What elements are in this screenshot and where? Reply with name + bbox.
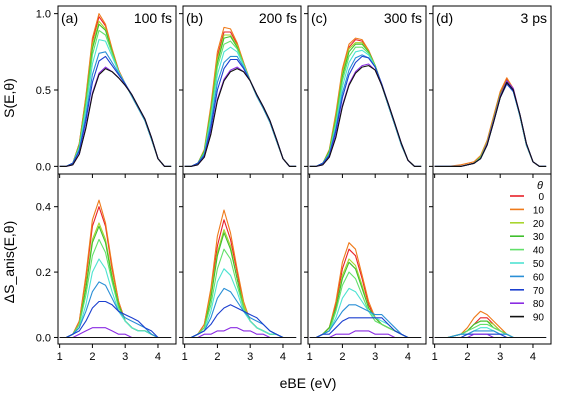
x-tick-label: 4 [405, 351, 411, 363]
series-line-70 [59, 300, 172, 339]
top-row-y-axis-label: S(E,θ) [1, 78, 17, 118]
panel-top-2: (b) 200 fs [179, 5, 302, 178]
series-line-70 [184, 304, 297, 339]
panel-delay-label: 200 fs [259, 10, 297, 26]
legend-label-40: 40 [533, 246, 545, 257]
x-axis-label: eBE (eV) [280, 375, 337, 391]
series-line-0 [59, 16, 172, 167]
series-line-90 [59, 68, 172, 167]
series-line-0 [184, 219, 297, 339]
panel-frame [182, 5, 302, 175]
series-line-40 [309, 271, 422, 339]
panel-bottom-3: 1 2 3 4 [304, 173, 427, 363]
panel-top-4: (d) 3 ps [429, 5, 552, 178]
x-tick-label: 3 [497, 351, 503, 363]
panel-top-1: 0.0 0.5 1.0 (a) 100 fs [36, 5, 177, 178]
series-line-80 [184, 66, 297, 167]
x-tick-label: 3 [247, 351, 253, 363]
series-line-20 [309, 42, 422, 167]
panel-bottom-1: 1 2 3 4 0.0 0.2 0.4 [36, 173, 177, 363]
panels-layer: 0.0 0.5 1.0 (a) 100 fs (b) 200 fs (c) 300 fs (d) 3… [36, 5, 552, 363]
series-line-10 [184, 26, 297, 167]
y-tick-label: 0.5 [36, 85, 51, 97]
series-line-30 [309, 261, 422, 339]
x-tick-label: 1 [432, 351, 438, 363]
panel-frame [307, 5, 427, 175]
series-line-0 [59, 206, 172, 339]
legend-label-70: 70 [533, 286, 545, 297]
panel-bottom-2: 1 2 3 4 [179, 173, 302, 363]
series-line-0 [309, 248, 422, 339]
series-line-60 [59, 281, 172, 339]
series-line-70 [184, 58, 297, 167]
series-line-50 [309, 49, 422, 167]
series-line-90 [434, 81, 547, 167]
panel-delay-label: 3 ps [521, 10, 547, 26]
x-tick-label: 4 [530, 351, 536, 363]
panel-delay-label: 300 fs [384, 10, 422, 26]
panel-frame [432, 173, 552, 345]
series-line-90 [184, 68, 297, 167]
series-line-20 [59, 20, 172, 167]
legend-label-0: 0 [538, 192, 544, 203]
bottom-row-y-axis-label: ΔS_anis(E,θ) [1, 221, 17, 304]
panel-letter: (b) [186, 10, 203, 26]
panel-frame [57, 5, 177, 175]
series-line-30 [309, 43, 422, 167]
y-tick-label: 0.4 [36, 202, 51, 214]
legend-title: θ [537, 180, 543, 192]
x-tick-label: 1 [307, 351, 313, 363]
series-line-60 [184, 55, 297, 167]
panel-letter: (a) [61, 10, 78, 26]
panel-top-3: (c) 300 fs [304, 5, 427, 178]
y-tick-label: 0.2 [36, 267, 51, 279]
x-tick-label: 2 [89, 351, 95, 363]
series-line-0 [309, 39, 422, 167]
panel-delay-label: 100 fs [134, 10, 172, 26]
x-tick-label: 4 [280, 351, 286, 363]
series-line-10 [59, 13, 172, 167]
panel-frame [57, 173, 177, 345]
legend-label-90: 90 [533, 313, 545, 324]
legend: θ0 10 20 30 40 50 60 70 80 90 [510, 180, 544, 324]
series-line-20 [59, 222, 172, 339]
y-tick-label: 1.0 [36, 9, 51, 21]
legend-label-60: 60 [533, 272, 545, 283]
series-line-50 [184, 268, 297, 339]
x-tick-label: 3 [122, 351, 128, 363]
legend-label-10: 10 [533, 205, 545, 216]
series-line-90 [309, 65, 422, 167]
panel-bottom-4: 1 2 3 4 [429, 173, 552, 363]
panel-letter: (d) [436, 10, 453, 26]
legend-label-80: 80 [533, 299, 545, 310]
y-tick-label: 0.0 [36, 332, 51, 344]
x-tick-label: 3 [372, 351, 378, 363]
x-tick-label: 4 [155, 351, 161, 363]
series-line-60 [309, 304, 422, 339]
series-line-60 [434, 83, 547, 167]
x-tick-label: 2 [464, 351, 470, 363]
series-line-60 [59, 51, 172, 167]
series-line-10 [184, 209, 297, 339]
x-tick-label: 2 [339, 351, 345, 363]
panel-frame [307, 173, 427, 345]
panel-frame [432, 5, 552, 175]
x-tick-label: 1 [182, 351, 188, 363]
y-tick-label: 0.0 [36, 161, 51, 173]
series-line-10 [309, 242, 422, 339]
legend-label-30: 30 [533, 232, 545, 243]
series-line-70 [59, 55, 172, 167]
x-tick-label: 1 [57, 351, 63, 363]
x-tick-label: 2 [214, 351, 220, 363]
legend-label-50: 50 [533, 259, 545, 270]
series-line-10 [59, 199, 172, 339]
panel-frame [182, 173, 302, 345]
series-line-70 [309, 317, 422, 339]
series-line-50 [59, 258, 172, 339]
legend-label-20: 20 [533, 219, 545, 230]
panel-letter: (c) [311, 10, 327, 26]
